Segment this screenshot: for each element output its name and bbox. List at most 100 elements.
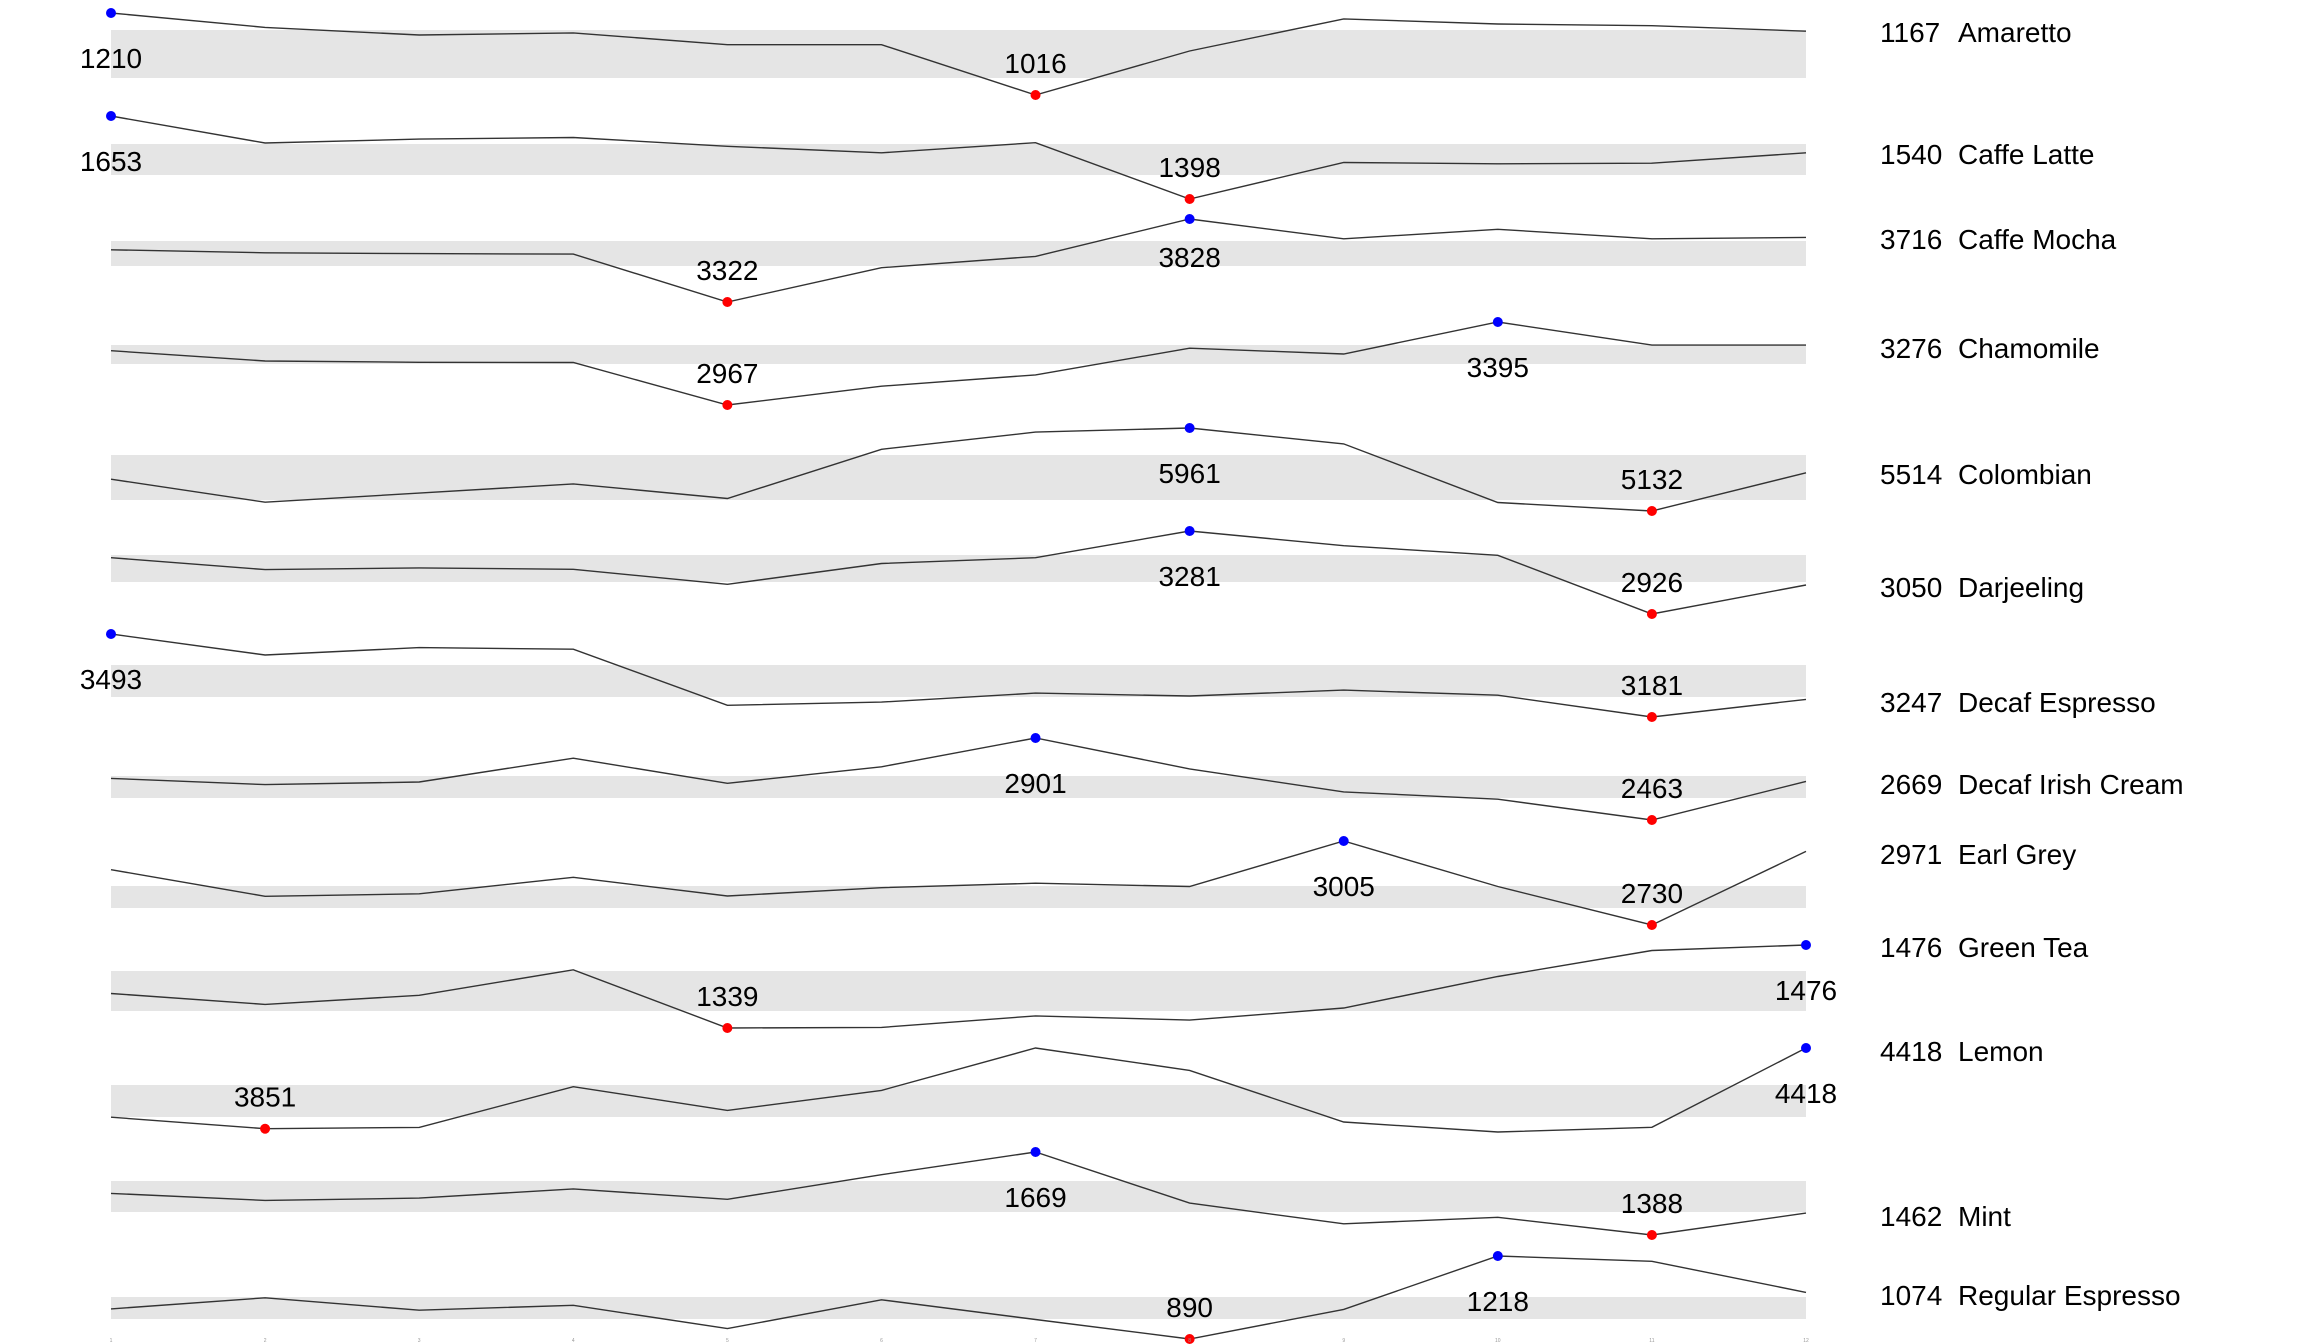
decaf-irish-cream-max-label: 2901 [1004,768,1066,799]
caffe-latte-name: Caffe Latte [1958,139,2094,170]
lemon-min-label: 3851 [234,1082,296,1113]
mint-line [110,1151,1807,1236]
decaf-espresso-end-value: 3247 [1880,687,1942,718]
darjeeling-name: Darjeeling [1958,572,2084,603]
x-tick-label: 12 [1803,1338,1809,1344]
earl-grey-max-label: 3005 [1313,871,1375,902]
darjeeling-max-point [1184,526,1195,536]
regular-espresso-max-label: 1218 [1467,1286,1529,1317]
lemon-max-label: 4418 [1775,1078,1837,1109]
colombian-band [111,455,1806,500]
chamomile-band [111,345,1806,364]
caffe-mocha-line [110,218,1807,303]
x-tick-label: 8 [1188,1338,1191,1344]
mint-name: Mint [1958,1201,2011,1232]
caffe-latte-band [111,144,1806,175]
x-tick-label: 9 [1342,1338,1345,1344]
earl-grey-max-point [1338,836,1349,846]
darjeeling-min-label: 2926 [1621,567,1683,598]
green-tea-max-label: 1476 [1775,975,1837,1006]
regular-espresso-max-point [1492,1251,1503,1261]
mint-min-point [1646,1230,1657,1240]
caffe-mocha-max-label: 3828 [1158,242,1220,273]
decaf-espresso-max-point [106,629,116,639]
lemon-band [111,1085,1806,1117]
mint-max-point [1030,1147,1041,1157]
earl-grey-min-label: 2730 [1621,878,1683,909]
chamomile-line [110,321,1806,406]
colombian-max-point [1184,423,1195,433]
chamomile-max-point [1492,317,1503,327]
colombian-name: Colombian [1958,459,2092,490]
amaretto-line [110,12,1807,96]
lemon-line [110,1047,1807,1133]
colombian-min-point [1646,506,1657,516]
lemon-max-point [1801,1043,1811,1053]
caffe-mocha-min-point [722,297,733,307]
lemon-end-value: 4418 [1880,1036,1942,1067]
amaretto-band [111,30,1806,78]
x-tick-label: 4 [572,1338,575,1344]
decaf-espresso-name: Decaf Espresso [1958,687,2156,718]
amaretto-max-point [106,8,116,18]
decaf-irish-cream-end-value: 2669 [1880,769,1942,800]
earl-grey-band [111,886,1806,908]
amaretto-end-value: 1167 [1880,17,1940,48]
colombian-line [110,427,1807,512]
amaretto-min-label: 1016 [1004,48,1066,79]
caffe-latte-max-point [106,111,116,121]
green-tea-line [110,944,1807,1029]
amaretto-name: Amaretto [1958,17,2072,48]
decaf-irish-cream-min-label: 2463 [1621,773,1683,804]
regular-espresso-name: Regular Espresso [1958,1280,2181,1311]
mint-min-label: 1388 [1621,1188,1683,1219]
green-tea-band [111,971,1806,1011]
decaf-espresso-line [110,633,1807,718]
caffe-latte-end-value: 1540 [1880,139,1942,170]
colombian-min-label: 5132 [1621,464,1683,495]
caffe-mocha-name: Caffe Mocha [1958,224,2117,255]
caffe-latte-min-label: 1398 [1158,152,1220,183]
x-tick-label: 6 [880,1338,883,1344]
lemon-name: Lemon [1958,1036,2044,1067]
mint-band [111,1181,1806,1212]
amaretto-max-label: 1210 [80,43,142,74]
decaf-espresso-min-label: 3181 [1621,670,1683,701]
green-tea-name: Green Tea [1958,932,2089,963]
colombian-max-label: 5961 [1158,458,1220,489]
chamomile-end-value: 3276 [1880,333,1942,364]
decaf-irish-cream-band [111,776,1806,798]
regular-espresso-end-value: 1074 [1880,1280,1942,1311]
amaretto-min-point [1030,90,1041,100]
caffe-mocha-end-value: 3716 [1880,224,1942,255]
caffe-latte-line [110,115,1807,200]
caffe-latte-max-label: 1653 [80,146,142,177]
decaf-espresso-min-point [1646,712,1657,722]
regular-espresso-min-point [1184,1334,1195,1344]
earl-grey-name: Earl Grey [1958,839,2076,870]
x-tick-label: 5 [726,1338,729,1344]
caffe-latte-min-point [1184,194,1195,204]
lemon-min-point [260,1123,271,1134]
regular-espresso-line [110,1255,1807,1340]
mint-end-value: 1462 [1880,1201,1942,1232]
green-tea-min-point [722,1023,733,1033]
x-tick-label: 10 [1495,1338,1501,1344]
decaf-irish-cream-line [110,737,1807,821]
earl-grey-min-point [1646,920,1657,930]
decaf-irish-cream-max-point [1030,733,1041,743]
x-tick-label: 3 [418,1338,421,1344]
regular-espresso-band [111,1297,1806,1319]
colombian-end-value: 5514 [1880,459,1942,490]
darjeeling-line [110,530,1807,615]
decaf-irish-cream-name: Decaf Irish Cream [1958,769,2184,800]
caffe-mocha-min-label: 3322 [696,255,758,286]
earl-grey-line [110,840,1807,926]
decaf-espresso-band [111,665,1806,697]
x-tick-label: 11 [1649,1338,1654,1344]
darjeeling-min-point [1646,609,1657,619]
chamomile-min-label: 2967 [696,358,758,389]
regular-espresso-min-label: 890 [1166,1292,1213,1323]
decaf-irish-cream-min-point [1646,815,1657,825]
